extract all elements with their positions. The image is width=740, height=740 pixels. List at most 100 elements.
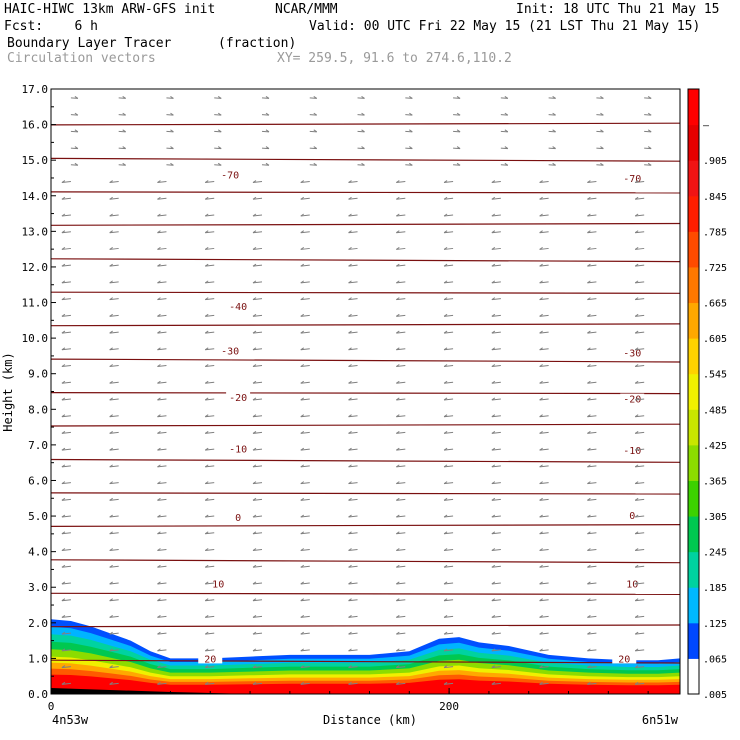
wind-vector-head <box>348 514 352 518</box>
wind-vector-head <box>539 347 543 351</box>
wind-vector-head <box>587 263 591 267</box>
wind-vector-head <box>491 313 496 317</box>
wind-vector-head <box>313 162 318 166</box>
wind-vector <box>444 615 454 618</box>
wind-vector-head <box>587 180 591 183</box>
wind-vector <box>61 565 71 568</box>
wind-vector-head <box>443 464 448 468</box>
wind-vector-head <box>409 162 413 166</box>
wind-vector <box>635 515 645 518</box>
wind-vector <box>348 498 358 501</box>
wind-vector-head <box>109 397 113 401</box>
wind-vector-head <box>109 213 113 217</box>
wind-vector-head <box>396 497 400 501</box>
wind-vector <box>300 599 310 602</box>
wind-vector <box>396 197 406 200</box>
wind-vector-head <box>348 665 352 669</box>
wind-vector-head <box>348 447 352 451</box>
wind-vector-head <box>109 247 113 250</box>
wind-vector-head <box>157 330 161 334</box>
wind-vector <box>444 666 454 669</box>
colorbar-swatch <box>688 89 699 126</box>
wind-vector <box>252 532 263 535</box>
colorbar-label: .605 <box>703 334 727 345</box>
wind-vector <box>252 632 263 635</box>
wind-vector <box>491 632 501 635</box>
wind-vector <box>405 130 413 133</box>
wind-vector <box>157 298 167 301</box>
wind-vector <box>348 565 358 568</box>
wind-vector <box>205 348 215 351</box>
wind-vector <box>635 649 645 652</box>
wind-vector <box>300 398 310 401</box>
wind-vector-head <box>204 297 209 301</box>
wind-vector-head <box>300 196 305 200</box>
wind-vector-head <box>587 514 591 518</box>
wind-vector-head <box>348 548 352 551</box>
colorbar-swatch <box>688 444 699 481</box>
wind-vector <box>157 231 167 234</box>
wind-vector-head <box>396 681 400 685</box>
y-axis-title: Height (km) <box>1 352 15 431</box>
wind-vector <box>252 398 263 401</box>
wind-vector-head <box>204 313 209 317</box>
wind-vector <box>539 181 549 184</box>
wind-vector-head <box>456 112 461 116</box>
wind-vector-head <box>587 347 591 351</box>
wind-vector <box>252 666 263 669</box>
wind-vector <box>444 549 454 552</box>
wind-vector <box>405 114 413 116</box>
wind-vector <box>261 164 270 166</box>
wind-vector-head <box>491 380 496 384</box>
wind-vector-head <box>587 497 591 501</box>
wind-vector-head <box>587 247 591 250</box>
wind-vector <box>491 415 501 418</box>
wind-vector-head <box>300 280 305 284</box>
contour-line <box>50 458 681 463</box>
wind-vector-head <box>61 514 66 518</box>
wind-vector <box>252 264 263 267</box>
wind-vector-head <box>491 514 496 518</box>
wind-vector-head <box>491 447 496 451</box>
wind-vector <box>491 682 501 685</box>
wind-vector <box>491 181 501 184</box>
wind-vector <box>396 599 406 602</box>
wind-vector <box>61 264 71 267</box>
wind-vector-head <box>587 648 591 652</box>
colorbar-label: .905 <box>703 156 727 167</box>
y-axis: 0.0 1.0 2.0 3.0 4.0 5.0 6.0 7.0 8.0 9.0 10.0 11.0 12… <box>22 83 56 701</box>
wind-vector-head <box>252 648 257 652</box>
y-tick-label: 17.0 <box>22 83 49 96</box>
wind-vector-head <box>204 364 209 367</box>
contour-label: -10 <box>229 444 247 455</box>
wind-vector-head <box>552 95 556 99</box>
wind-vector-head <box>348 213 352 217</box>
wind-vector-head <box>396 598 400 602</box>
colorbar-label: .785 <box>703 227 727 238</box>
wind-vector-head <box>109 615 113 618</box>
wind-vector <box>587 181 597 184</box>
wind-vector-head <box>300 263 305 267</box>
wind-vector <box>61 599 71 602</box>
wind-vector <box>157 649 167 652</box>
wind-vector <box>205 314 215 317</box>
vector-name: Circulation vectors <box>7 51 156 66</box>
wind-vector <box>548 97 556 99</box>
wind-vector-head <box>204 531 209 535</box>
wind-vector <box>587 231 597 234</box>
wind-vector <box>166 147 174 150</box>
colorbar-swatch <box>688 658 699 695</box>
wind-vector <box>635 298 645 301</box>
wind-vector-head <box>396 564 400 568</box>
y-tick-label: 11.0 <box>22 297 49 310</box>
wind-vector <box>157 365 167 368</box>
wind-vector <box>157 314 167 317</box>
wind-vector <box>444 247 454 250</box>
wind-vector <box>157 398 167 401</box>
wind-vector <box>348 431 358 434</box>
wind-vector-head <box>170 112 174 116</box>
wind-vector-head <box>61 247 66 250</box>
colorbar-swatch <box>688 160 699 197</box>
wind-vector <box>157 615 167 618</box>
wind-vector <box>109 281 119 284</box>
